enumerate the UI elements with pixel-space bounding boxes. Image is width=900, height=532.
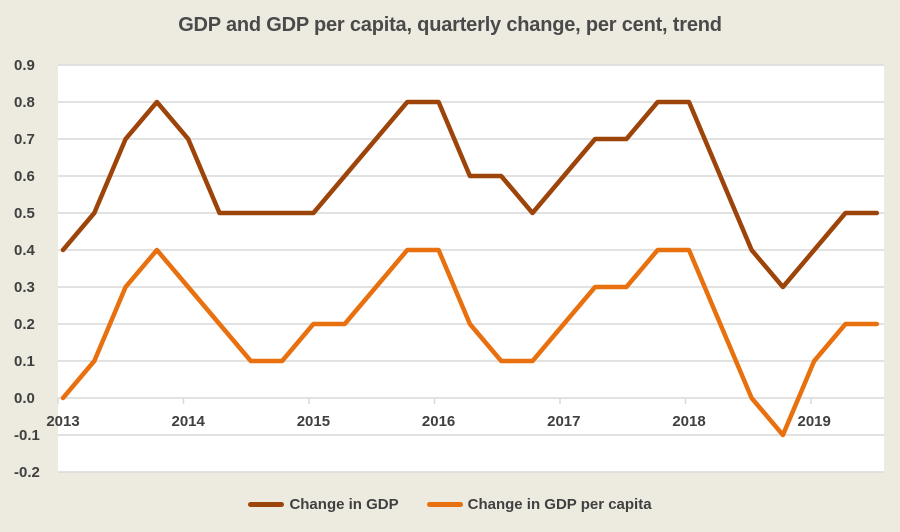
legend-item-gdp-per-capita[interactable]: Change in GDP per capita bbox=[426, 496, 652, 513]
chart-title: GDP and GDP per capita, quarterly change… bbox=[178, 14, 722, 36]
legend-label-gdp: Change in GDP bbox=[289, 496, 399, 513]
x-tick-label: 2019 bbox=[798, 413, 831, 430]
y-tick-label: 0.5 bbox=[14, 205, 35, 222]
x-tick-label: 2013 bbox=[46, 413, 79, 430]
y-tick-label: 0.6 bbox=[14, 168, 35, 185]
series-lines bbox=[60, 99, 880, 438]
y-axis: 0.9 0.8 0.7 0.6 0.5 0.4 0.3 0.2 0.1 0.0 -0.1 -0.2 bbox=[14, 57, 40, 481]
gridlines bbox=[58, 64, 884, 473]
x-axis: 2013 2014 2015 2016 2017 2018 2019 bbox=[46, 398, 831, 430]
plot-area bbox=[58, 65, 884, 472]
legend-item-gdp[interactable]: Change in GDP bbox=[248, 496, 399, 513]
legend-swatch-gdp-per-capita bbox=[426, 502, 463, 507]
series-line-gdp bbox=[60, 99, 880, 290]
series-line-gdp-per-capita bbox=[60, 247, 880, 438]
y-tick-label: 0.8 bbox=[14, 94, 35, 111]
x-tick-label: 2018 bbox=[672, 413, 705, 430]
y-tick-label: 0.4 bbox=[14, 242, 36, 259]
legend-swatch-gdp bbox=[248, 502, 285, 507]
legend: Change in GDP Change in GDP per capita bbox=[0, 496, 900, 513]
y-tick-label: 0.0 bbox=[14, 390, 35, 407]
y-tick-label: -0.1 bbox=[14, 427, 40, 444]
y-tick-label: 0.7 bbox=[14, 131, 35, 148]
x-tick-label: 2014 bbox=[172, 413, 206, 430]
y-tick-label: 0.2 bbox=[14, 316, 35, 333]
y-tick-label: 0.3 bbox=[14, 279, 35, 296]
x-tick-label: 2016 bbox=[422, 413, 455, 430]
y-tick-label: 0.1 bbox=[14, 353, 35, 370]
x-tick-label: 2015 bbox=[297, 413, 330, 430]
x-tick-label: 2017 bbox=[547, 413, 580, 430]
y-tick-label: 0.9 bbox=[14, 57, 35, 74]
y-tick-label: -0.2 bbox=[14, 464, 40, 481]
legend-label-gdp-per-capita: Change in GDP per capita bbox=[467, 496, 652, 513]
